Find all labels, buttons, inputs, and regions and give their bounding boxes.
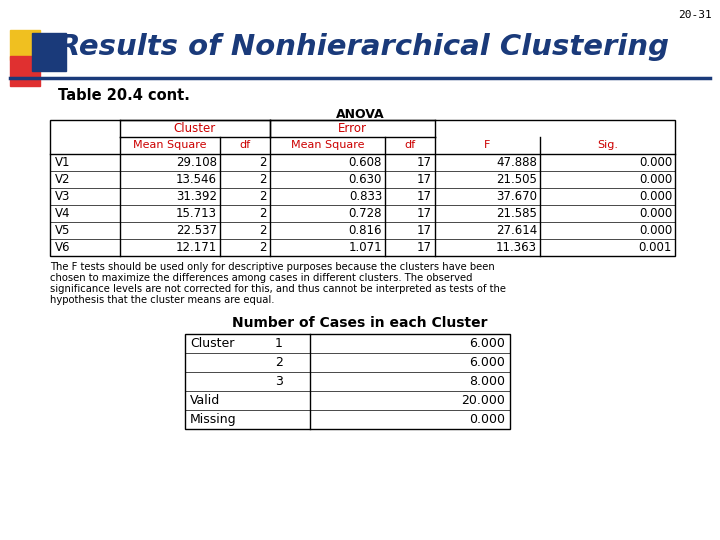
Bar <box>185 334 510 429</box>
Text: Results of Nonhierarchical Clustering: Results of Nonhierarchical Clustering <box>58 33 669 61</box>
Text: V1: V1 <box>55 156 71 169</box>
Text: 17: 17 <box>417 241 432 254</box>
Text: 17: 17 <box>417 190 432 203</box>
Text: Cluster: Cluster <box>174 122 216 135</box>
Text: 0.001: 0.001 <box>639 241 672 254</box>
Text: hypothesis that the cluster means are equal.: hypothesis that the cluster means are eq… <box>50 295 274 305</box>
Text: 15.713: 15.713 <box>176 207 217 220</box>
Text: The F tests should be used only for descriptive purposes because the clusters ha: The F tests should be used only for desc… <box>50 262 495 272</box>
Text: 11.363: 11.363 <box>496 241 537 254</box>
Text: 22.537: 22.537 <box>176 224 217 237</box>
Text: Missing: Missing <box>190 413 237 426</box>
Text: 29.108: 29.108 <box>176 156 217 169</box>
Text: df: df <box>405 140 415 151</box>
Text: 0.608: 0.608 <box>348 156 382 169</box>
Text: 2: 2 <box>259 190 267 203</box>
Text: Cluster: Cluster <box>190 337 235 350</box>
Text: 27.614: 27.614 <box>496 224 537 237</box>
Text: Number of Cases in each Cluster: Number of Cases in each Cluster <box>233 316 487 330</box>
Text: Mean Square: Mean Square <box>291 140 364 151</box>
Text: 20-31: 20-31 <box>678 10 712 20</box>
Bar <box>10 56 40 86</box>
Text: 1.071: 1.071 <box>348 241 382 254</box>
Text: F: F <box>485 140 491 151</box>
Text: 21.585: 21.585 <box>496 207 537 220</box>
Text: 0.833: 0.833 <box>348 190 382 203</box>
Text: 2: 2 <box>259 207 267 220</box>
Text: ANOVA: ANOVA <box>336 108 384 121</box>
Text: Table 20.4 cont.: Table 20.4 cont. <box>58 88 190 103</box>
Text: 2: 2 <box>259 241 267 254</box>
Text: df: df <box>240 140 251 151</box>
Text: 17: 17 <box>417 173 432 186</box>
Text: 17: 17 <box>417 156 432 169</box>
Text: 6.000: 6.000 <box>469 356 505 369</box>
Text: 8.000: 8.000 <box>469 375 505 388</box>
Text: V5: V5 <box>55 224 71 237</box>
Bar <box>32 33 66 71</box>
Text: 37.670: 37.670 <box>496 190 537 203</box>
Text: 6.000: 6.000 <box>469 337 505 350</box>
Text: 2: 2 <box>275 356 283 369</box>
Bar <box>10 30 40 60</box>
Text: V4: V4 <box>55 207 71 220</box>
Text: significance levels are not corrected for this, and thus cannot be interpreted a: significance levels are not corrected fo… <box>50 284 506 294</box>
Text: 2: 2 <box>259 224 267 237</box>
Text: 0.000: 0.000 <box>639 207 672 220</box>
Text: 2: 2 <box>259 173 267 186</box>
Text: 31.392: 31.392 <box>176 190 217 203</box>
Text: 2: 2 <box>259 156 267 169</box>
Text: 47.888: 47.888 <box>496 156 537 169</box>
Text: Valid: Valid <box>190 394 220 407</box>
Text: 0.000: 0.000 <box>639 173 672 186</box>
Text: 12.171: 12.171 <box>176 241 217 254</box>
Bar <box>50 120 675 256</box>
Text: 20.000: 20.000 <box>461 394 505 407</box>
Text: 17: 17 <box>417 224 432 237</box>
Text: 13.546: 13.546 <box>176 173 217 186</box>
Text: Mean Square: Mean Square <box>133 140 207 151</box>
Text: V3: V3 <box>55 190 71 203</box>
Text: 17: 17 <box>417 207 432 220</box>
Text: V6: V6 <box>55 241 71 254</box>
Text: 0.000: 0.000 <box>639 156 672 169</box>
Text: chosen to maximize the differences among cases in different clusters. The observ: chosen to maximize the differences among… <box>50 273 472 283</box>
Text: Sig.: Sig. <box>597 140 618 151</box>
Text: Error: Error <box>338 122 367 135</box>
Text: 1: 1 <box>275 337 283 350</box>
Text: 0.728: 0.728 <box>348 207 382 220</box>
Text: 0.000: 0.000 <box>639 190 672 203</box>
Text: 21.505: 21.505 <box>496 173 537 186</box>
Text: 0.630: 0.630 <box>348 173 382 186</box>
Text: 0.000: 0.000 <box>469 413 505 426</box>
Text: 0.000: 0.000 <box>639 224 672 237</box>
Text: 3: 3 <box>275 375 283 388</box>
Text: 0.816: 0.816 <box>348 224 382 237</box>
Text: V2: V2 <box>55 173 71 186</box>
